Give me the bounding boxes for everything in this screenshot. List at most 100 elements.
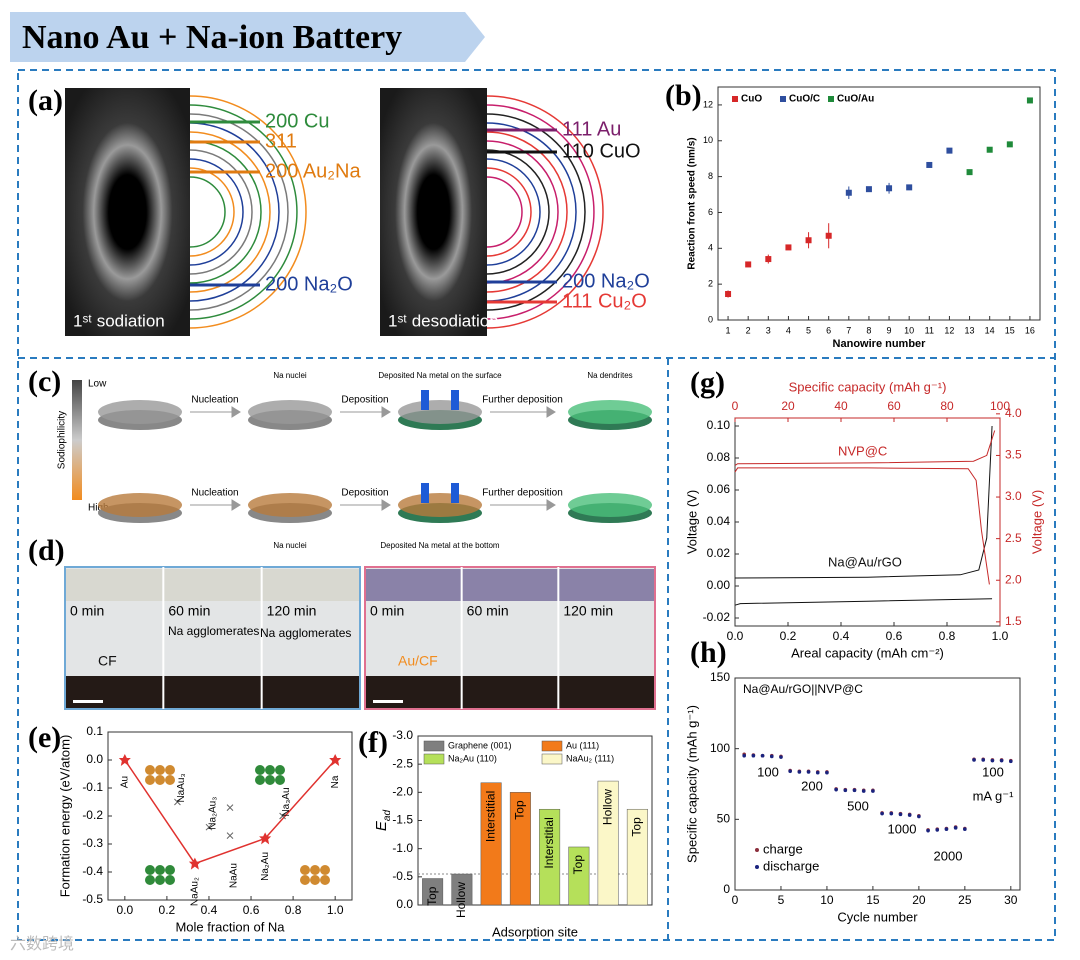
arrow	[190, 406, 241, 418]
image-caption: 1ˢᵗ sodiation	[73, 311, 165, 330]
bar	[422, 878, 444, 906]
x-tick-label: 4	[786, 325, 791, 335]
scale-label: High	[88, 503, 109, 514]
point	[963, 827, 967, 832]
x-tick-label: 11	[925, 325, 934, 335]
point	[861, 789, 866, 793]
point	[871, 789, 875, 793]
annotation: 200	[801, 778, 823, 793]
panel-label: (h)	[690, 636, 727, 669]
ring	[486, 167, 532, 257]
legend-swatch	[541, 740, 563, 752]
legend-swatch	[423, 740, 445, 752]
point	[834, 787, 838, 792]
x-tick-label: 1.0	[327, 903, 344, 917]
point	[917, 814, 921, 819]
y-axis-label: Ead	[373, 809, 393, 831]
point	[805, 237, 812, 244]
panel-label: (d)	[28, 534, 65, 567]
point	[972, 758, 976, 762]
atom	[255, 765, 265, 775]
y-axis-label: Reaction front speed (nm/s)	[687, 137, 698, 269]
atom	[155, 875, 165, 885]
point	[815, 770, 820, 775]
annotation: 500	[847, 798, 869, 813]
ring	[189, 167, 235, 257]
y-tick-label: -2.0	[392, 785, 413, 799]
panel-label: (g)	[690, 366, 725, 399]
y-tick-label: 2	[708, 279, 713, 289]
ring	[189, 131, 271, 293]
image-caption: 1ˢᵗ desodiation	[388, 311, 499, 330]
x-tick-label: 9	[887, 325, 892, 335]
y-tick-label: -2.5	[392, 756, 413, 770]
x-axis-label: Cycle number	[837, 909, 918, 924]
step-label: Nucleation	[191, 488, 238, 499]
point	[999, 758, 1004, 763]
point-label: NaAu	[229, 863, 240, 888]
y-tick-label: 0.0	[86, 752, 103, 766]
point	[825, 232, 832, 239]
atom	[155, 865, 165, 875]
bar	[539, 808, 561, 906]
x-tick-label: 0.6	[886, 629, 903, 643]
x2-tick-label: 80	[940, 399, 954, 413]
point	[742, 753, 746, 758]
x-tick-label: 0.2	[780, 629, 797, 643]
point	[935, 828, 940, 832]
point	[785, 244, 792, 251]
ring	[486, 113, 586, 311]
framework	[248, 400, 332, 424]
y-tick-label: 0.0	[396, 897, 413, 911]
x-tick-label: 0.0	[116, 903, 133, 917]
x-tick-label: 12	[944, 325, 954, 335]
point	[845, 189, 852, 196]
ring	[486, 140, 559, 284]
atom	[255, 775, 265, 785]
x2-tick-label: 60	[887, 399, 901, 413]
bar-label: Hollow	[454, 882, 468, 918]
y2-tick-label: 3.0	[1005, 489, 1022, 503]
atom	[310, 875, 320, 885]
x-tick-label: 5	[806, 325, 811, 335]
ring-label: 110 CuO	[562, 140, 641, 162]
scale-bar	[73, 700, 103, 703]
x-tick-label: 5	[778, 893, 785, 907]
point	[990, 758, 995, 763]
legend-swatch	[755, 848, 759, 852]
y-tick-label: -0.1	[82, 780, 103, 794]
photo-bottom	[66, 676, 359, 708]
scale-bar	[72, 380, 82, 500]
point	[797, 770, 802, 774]
ring	[486, 131, 568, 293]
annotation: 1000	[888, 821, 917, 836]
x-tick-label: 25	[958, 893, 972, 907]
point	[907, 813, 912, 817]
atom	[275, 765, 285, 775]
x-tick-label: 0.8	[939, 629, 956, 643]
y2-tick-label: 2.5	[1005, 531, 1022, 545]
note: Deposited Na metal at the bottom	[380, 541, 500, 550]
x-axis-label: Nanowire number	[833, 338, 927, 350]
framework	[398, 493, 482, 517]
point	[779, 755, 783, 759]
x-tick-label: 10	[820, 893, 834, 907]
atom	[165, 875, 175, 885]
arrow	[490, 499, 556, 511]
point-label: Au	[119, 776, 130, 788]
atom	[300, 865, 310, 875]
bar	[626, 808, 648, 906]
point	[852, 788, 857, 793]
plot-frame	[734, 677, 1021, 891]
x-tick-label: 15	[1005, 325, 1015, 335]
y-tick-label: 0.00	[707, 578, 731, 592]
legend-label: CuO/C	[789, 94, 820, 105]
photo-top	[66, 569, 359, 601]
x2-tick-label: 0	[732, 399, 739, 413]
x-tick-label: 14	[985, 325, 995, 335]
bar	[597, 780, 619, 906]
plot-frame	[717, 86, 1041, 321]
y-tick-label: -0.4	[82, 864, 103, 878]
time-label: 0 min	[70, 603, 104, 619]
x2-tick-label: 100	[990, 399, 1010, 413]
